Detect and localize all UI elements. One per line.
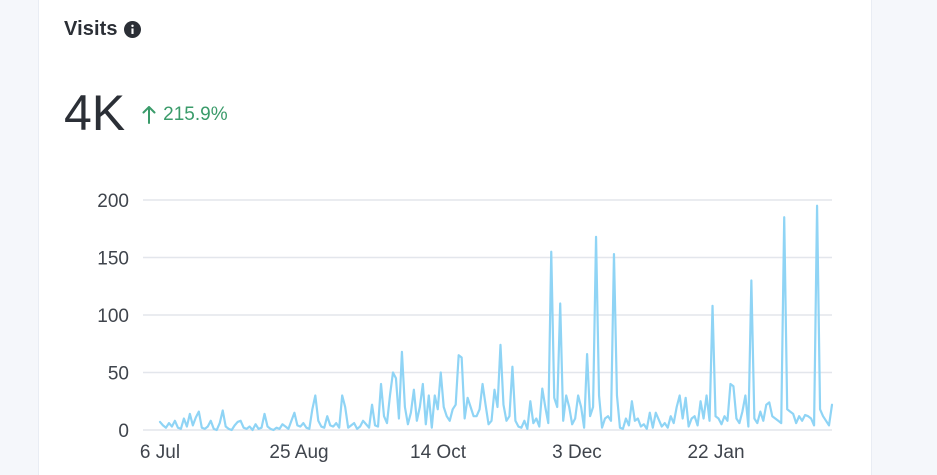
grid-lines [143,199,832,431]
y-tick-label: 150 [97,249,129,270]
x-axis-ticks: 6 Jul 25 Aug 14 Oct 3 Dec 22 Jan [140,442,745,463]
y-tick-label: 200 [97,191,129,212]
x-tick-label: 6 Jul [140,442,180,463]
card-header: Visits [64,18,141,41]
y-axis-ticks: 0 50 100 150 200 [97,191,129,442]
kpi-delta: 215.9% [141,104,228,126]
kpi-value: 4K [64,85,126,141]
kpi-row: 4K 215.9% [64,88,228,138]
y-tick-label: 50 [108,364,129,385]
series-layer [158,204,834,432]
arrow-up-icon [142,106,156,124]
y-tick-label: 0 [118,421,129,442]
x-tick-label: 25 Aug [269,442,328,463]
series-line [158,204,834,432]
x-tick-label: 3 Dec [552,442,602,463]
card-title: Visits [64,18,118,40]
x-tick-label: 14 Oct [410,442,467,463]
kpi-delta-value: 215.9% [163,104,228,125]
info-icon[interactable] [123,21,141,38]
x-tick-label: 22 Jan [687,442,744,463]
y-tick-label: 100 [97,306,129,327]
visits-card: Visits 4K 215.9% [38,0,872,475]
